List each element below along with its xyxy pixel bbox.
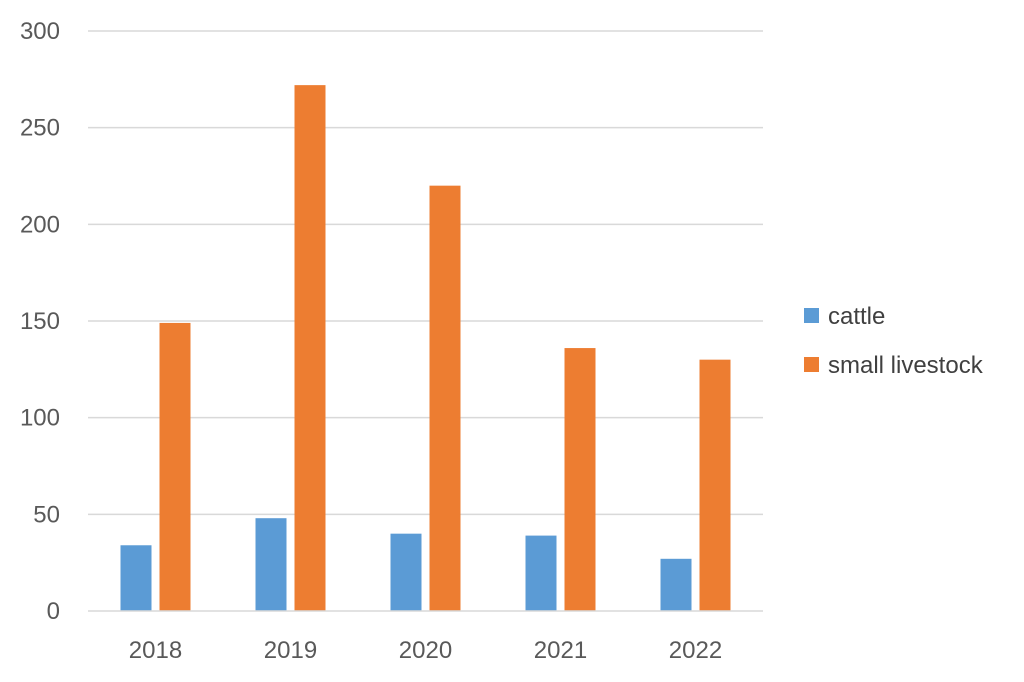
x-tick-label: 2019 — [264, 637, 317, 664]
legend-label: small livestock — [828, 352, 984, 379]
bar-cattle-2022 — [660, 558, 692, 611]
y-axis-ticks: 0 50 100 150 200 250 300 — [20, 18, 60, 625]
y-tick-label: 50 — [33, 501, 60, 528]
y-tick-label: 100 — [20, 405, 60, 432]
y-tick-label: 0 — [47, 598, 60, 625]
x-tick-label: 2021 — [534, 637, 587, 664]
x-tick-label: 2018 — [129, 637, 182, 664]
bar-cattle-2019 — [255, 518, 287, 611]
bar-small-livestock-2018 — [159, 322, 191, 611]
y-tick-label: 300 — [20, 18, 60, 45]
bar-small-livestock-2021 — [564, 348, 596, 611]
bars — [120, 85, 731, 612]
legend-label: cattle — [828, 303, 885, 330]
x-tick-label: 2022 — [669, 637, 722, 664]
legend-swatch-small-livestock — [804, 357, 819, 372]
gridlines — [88, 30, 763, 516]
x-axis-ticks: 2018 2019 2020 2021 2022 — [129, 637, 722, 664]
legend: cattle small livestock — [804, 303, 984, 379]
y-tick-label: 150 — [20, 308, 60, 335]
y-tick-label: 200 — [20, 211, 60, 238]
legend-swatch-cattle — [804, 308, 819, 323]
bar-small-livestock-2020 — [429, 185, 461, 611]
x-tick-label: 2020 — [399, 637, 452, 664]
bar-cattle-2018 — [120, 545, 152, 611]
bar-cattle-2020 — [390, 533, 422, 611]
y-tick-label: 250 — [20, 115, 60, 142]
bar-small-livestock-2022 — [699, 359, 731, 611]
bar-small-livestock-2019 — [294, 85, 326, 612]
bar-cattle-2021 — [525, 535, 557, 611]
